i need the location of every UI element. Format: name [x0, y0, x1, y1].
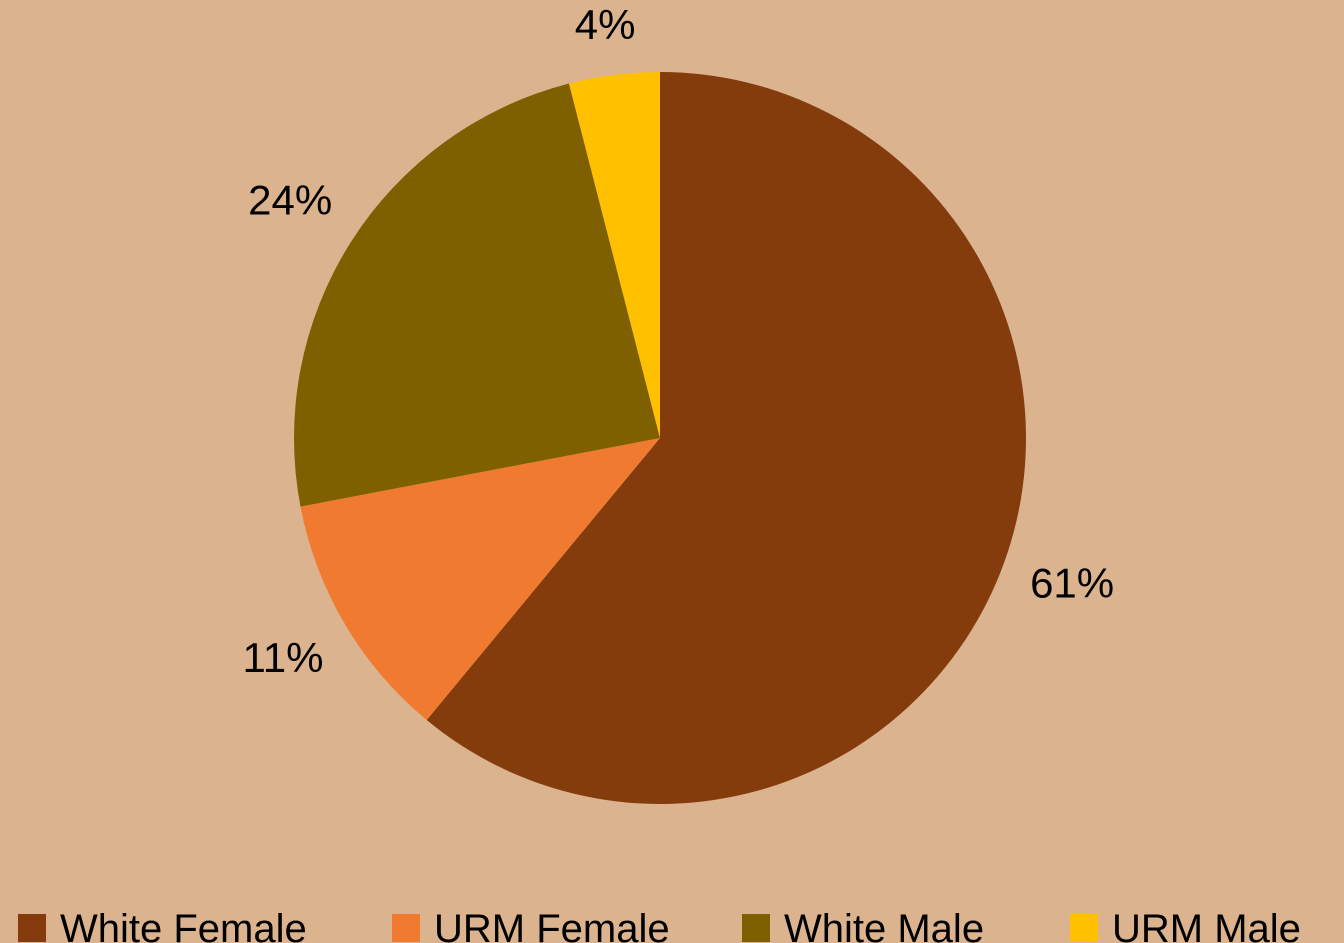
legend-swatch [742, 914, 770, 942]
data-label: 24% [248, 176, 332, 223]
legend-label: URM Male [1112, 907, 1301, 943]
pie-slice [426, 72, 1026, 805]
legend-swatch [1070, 914, 1098, 942]
legend-label: White Male [784, 907, 984, 943]
pie-slice [300, 438, 660, 721]
legend-swatch [392, 914, 420, 942]
data-label: 4% [575, 1, 636, 48]
legend-label: URM Female [434, 907, 670, 943]
pie-slice [294, 83, 660, 507]
data-label: 61% [1030, 559, 1114, 606]
legend-swatch [18, 914, 46, 942]
data-label: 11% [243, 634, 324, 681]
pie-slice [568, 72, 660, 438]
legend-label: White Female [60, 907, 307, 943]
